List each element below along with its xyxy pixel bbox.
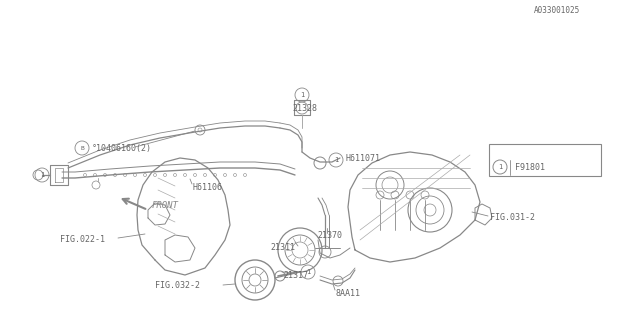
Text: 21370: 21370 [317, 231, 342, 241]
Text: 21311: 21311 [270, 244, 295, 252]
Text: FIG.031-2: FIG.031-2 [490, 213, 535, 222]
Text: 8AA11: 8AA11 [335, 289, 360, 298]
Text: B: B [80, 146, 84, 150]
Text: 1: 1 [498, 164, 502, 170]
Text: 1: 1 [306, 269, 310, 275]
Text: FIG.022-1: FIG.022-1 [60, 236, 105, 244]
Text: °10406160(2): °10406160(2) [92, 143, 152, 153]
Text: 21328: 21328 [292, 103, 317, 113]
Text: H611071: H611071 [345, 154, 380, 163]
Text: F91801: F91801 [515, 163, 545, 172]
Text: FRONT: FRONT [152, 202, 179, 211]
Text: 1: 1 [300, 92, 304, 98]
Text: H61106: H61106 [192, 182, 222, 191]
Text: 1: 1 [334, 157, 338, 163]
Text: 1: 1 [40, 172, 44, 178]
Text: A033001025: A033001025 [534, 5, 580, 14]
Text: FIG.032-2: FIG.032-2 [155, 281, 200, 290]
Text: 21317: 21317 [283, 270, 308, 279]
